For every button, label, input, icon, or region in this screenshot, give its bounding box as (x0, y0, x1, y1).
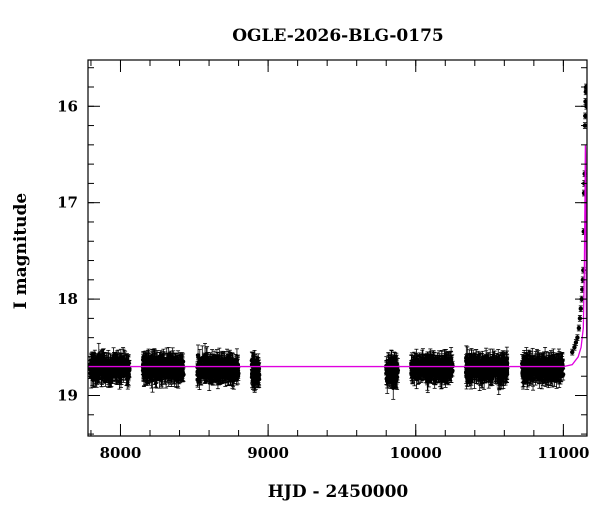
data-point (576, 324, 582, 332)
plot-area (88, 83, 587, 400)
data-point (118, 357, 123, 383)
data-point (577, 315, 583, 322)
data-point (203, 357, 208, 381)
y-tick-label: 16 (57, 97, 78, 115)
data-point (215, 371, 220, 383)
data-point (206, 358, 212, 381)
data-point (490, 365, 495, 377)
data-point (529, 359, 534, 380)
data-point (153, 363, 158, 388)
data-point (471, 349, 476, 366)
data-point (536, 372, 541, 385)
data-point (225, 359, 230, 379)
x-tick-label: 10000 (390, 444, 442, 462)
y-tick-label: 18 (57, 290, 78, 308)
data-point (437, 364, 443, 379)
data-point (474, 359, 479, 384)
x-tick-label: 11000 (537, 444, 589, 462)
data-point (545, 371, 551, 386)
data-point (572, 344, 577, 351)
data-point (394, 368, 399, 389)
y-tick-label: 17 (57, 194, 78, 212)
data-point (166, 358, 172, 382)
data-point (434, 358, 439, 383)
data-point (478, 352, 483, 375)
data-point (232, 358, 237, 384)
plot-frame (87, 59, 588, 437)
chart-title: OGLE-2026-BLG-0175 (232, 26, 444, 46)
data-point (141, 351, 146, 364)
x-tick-label: 8000 (100, 444, 142, 462)
data-point (105, 363, 110, 377)
data-point (560, 353, 565, 368)
data-point (469, 366, 474, 383)
data-point (99, 359, 105, 385)
data-point (149, 367, 154, 389)
data-point (578, 305, 583, 313)
data-point (556, 348, 562, 372)
data-point (250, 357, 256, 371)
data-point (496, 365, 501, 387)
x-axis-label: HJD - 2450000 (268, 482, 409, 502)
data-point (484, 358, 489, 383)
axis-ticks: 8000 9000 10000 11000 16 17 18 19 (57, 60, 589, 462)
data-point (180, 364, 185, 382)
data-point (420, 353, 425, 368)
x-tick-label: 9000 (247, 444, 289, 462)
data-point (386, 360, 392, 377)
data-point (117, 352, 123, 377)
data-point (175, 359, 180, 380)
data-point (121, 355, 126, 369)
y-tick-label: 19 (57, 387, 78, 405)
model-curve (88, 144, 587, 368)
data-point (235, 367, 241, 379)
data-point (385, 372, 390, 389)
data-point (575, 334, 580, 341)
data-point (579, 295, 584, 303)
data-point (157, 356, 162, 374)
data-point (113, 360, 119, 377)
y-axis-label: I magnitude (11, 193, 31, 310)
data-point (551, 358, 557, 382)
data-point (173, 364, 178, 382)
